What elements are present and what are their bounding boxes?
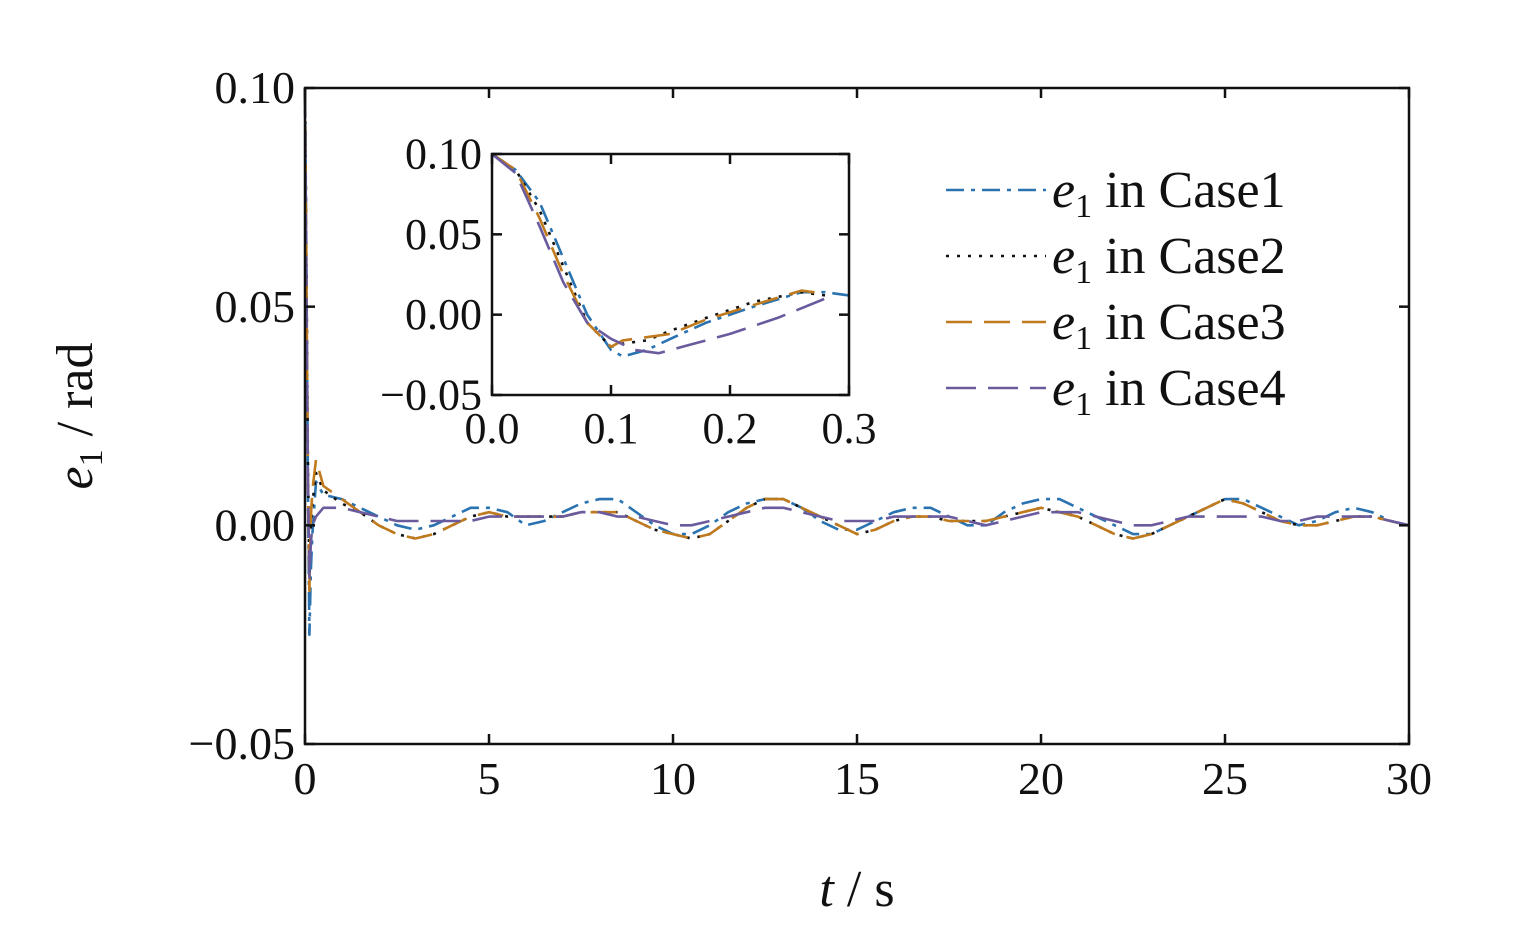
main-series-group <box>303 87 1410 637</box>
main-y-tick-label: 0.00 <box>215 500 296 551</box>
inset-y-tick-label: 0.00 <box>405 290 482 339</box>
legend-label-e1-in-case3: e1 in Case3 <box>1052 294 1286 357</box>
inset-y-tick-label: 0.05 <box>405 210 482 259</box>
inset-series-e1-in-case4 <box>491 152 826 355</box>
main-series-e1-in-case4 <box>303 87 1410 580</box>
main-x-tick-label: 25 <box>1202 753 1248 804</box>
y-axis-label: e1 / rad <box>47 343 110 490</box>
inset-x-tick-label: 0.1 <box>584 404 639 453</box>
inset-series-e1-in-case3 <box>491 152 826 349</box>
inset-x-tick-label: 0.3 <box>822 404 877 453</box>
legend-label-e1-in-case1: e1 in Case1 <box>1052 162 1286 225</box>
main-y-tick-label: 0.05 <box>215 281 296 332</box>
inset-y-tick-label: 0.10 <box>405 130 482 179</box>
main-y-tick-label: 0.10 <box>215 62 296 113</box>
inset-x-tick-label: 0.0 <box>465 404 520 453</box>
main-x-tick-label: 5 <box>478 753 501 804</box>
inset-x-tick-label: 0.2 <box>703 404 758 453</box>
main-x-tick-label: 0 <box>294 753 317 804</box>
main-x-tick-label: 10 <box>650 753 696 804</box>
legend-label-e1-in-case2: e1 in Case2 <box>1052 228 1286 291</box>
main-y-tick-label: −0.05 <box>189 718 295 769</box>
inset-y-tick-label: −0.05 <box>380 371 482 420</box>
inset-series-e1-in-case1 <box>491 152 850 358</box>
inset-background <box>492 154 849 395</box>
legend-label-e1-in-case4: e1 in Case4 <box>1052 360 1286 423</box>
x-axis-label: t / s <box>819 861 894 918</box>
inset-axis-ticks: 0.0 0.1 0.2 0.3 −0.05 0.00 0.05 0.10 <box>380 130 876 453</box>
inset-series-group <box>491 152 850 358</box>
inset-plot-frame <box>490 152 851 397</box>
main-plot: 0 5 10 15 20 25 30 −0.05 0.00 0.05 0.10 <box>189 62 1432 804</box>
main-x-tick-label: 20 <box>1018 753 1064 804</box>
main-series-e1-in-case3 <box>303 87 1410 593</box>
main-axis-ticks: 0 5 10 15 20 25 30 −0.05 0.00 0.05 0.10 <box>189 62 1432 804</box>
main-x-tick-label: 15 <box>834 753 880 804</box>
inset-plot: 0.0 0.1 0.2 0.3 −0.05 0.00 0.05 0.10 <box>380 130 876 453</box>
main-x-tick-label: 30 <box>1386 753 1432 804</box>
